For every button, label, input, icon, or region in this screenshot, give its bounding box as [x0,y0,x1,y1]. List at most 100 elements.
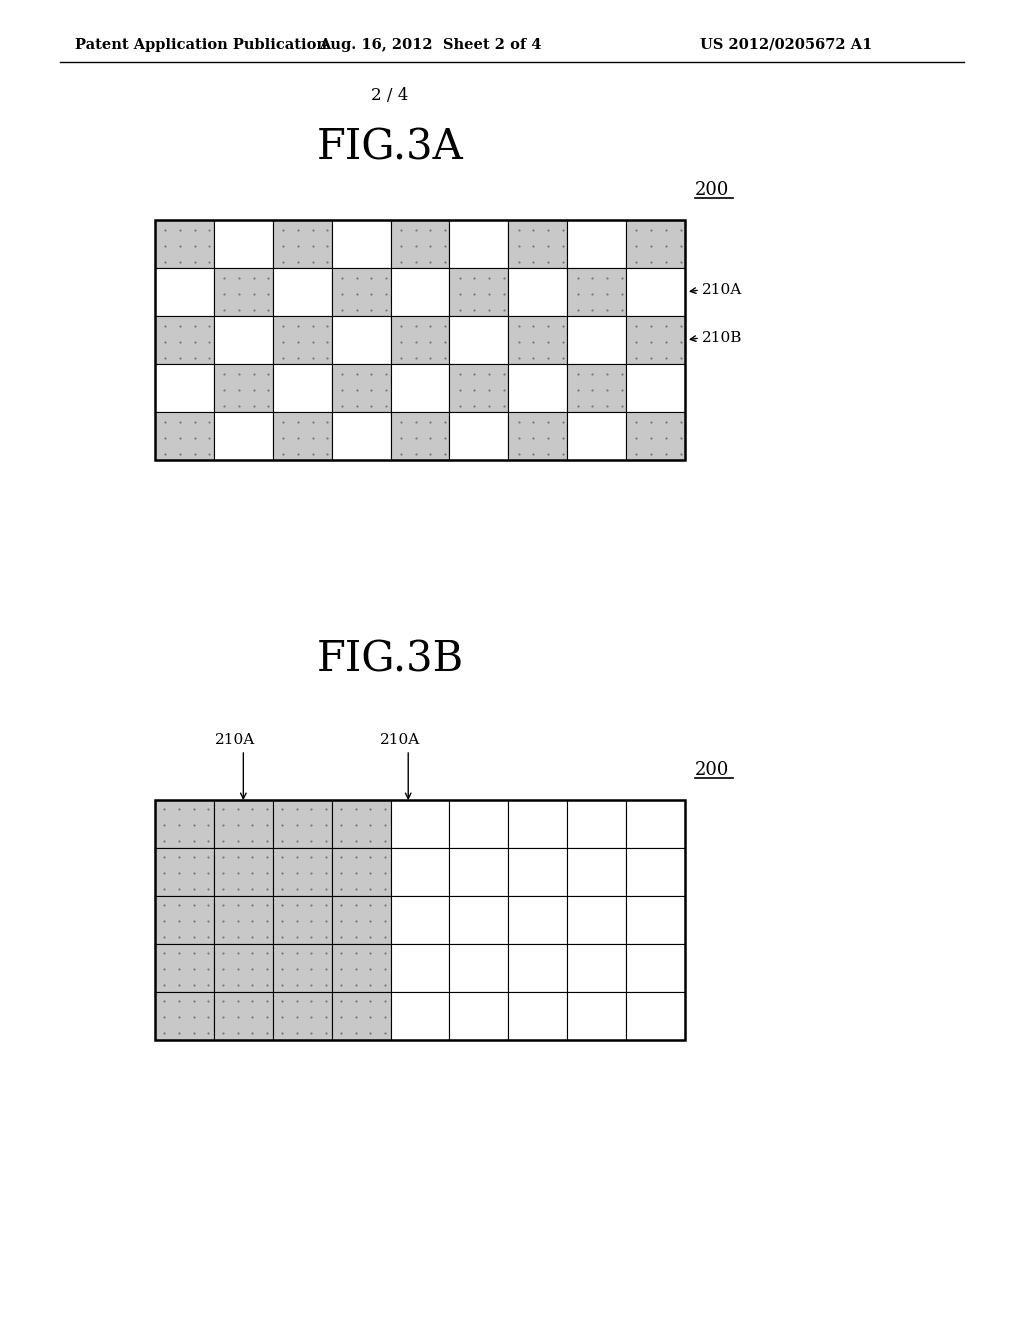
Text: FIG.3A: FIG.3A [316,127,464,169]
Bar [390,993,450,1040]
Text: 210A: 210A [380,733,420,747]
Bar [155,800,214,847]
Bar [567,800,626,847]
Bar [155,220,685,459]
Bar [567,993,626,1040]
Bar [567,315,626,364]
Bar [626,847,685,896]
Bar [626,944,685,993]
Bar [214,412,272,459]
Bar [332,944,390,993]
Bar [626,268,685,315]
Bar [567,364,626,412]
Bar [390,364,450,412]
Bar [155,412,214,459]
Bar [214,896,272,944]
Bar [155,364,214,412]
Bar [450,944,508,993]
Bar [272,993,332,1040]
Bar [626,896,685,944]
Bar [508,993,567,1040]
Text: 200: 200 [695,181,729,199]
Bar [450,847,508,896]
Bar [332,268,390,315]
Bar [332,315,390,364]
Bar [272,800,332,847]
Bar [214,944,272,993]
Bar [450,220,508,268]
Bar [272,944,332,993]
Bar [567,412,626,459]
Bar [390,896,450,944]
Bar [508,800,567,847]
Bar [390,412,450,459]
Bar [214,364,272,412]
Bar [155,315,214,364]
Bar [214,315,272,364]
Bar [508,896,567,944]
Bar [332,847,390,896]
Bar [508,364,567,412]
Bar [450,268,508,315]
Bar [332,412,390,459]
Bar [214,268,272,315]
Bar [626,315,685,364]
Text: 200: 200 [695,762,729,779]
Bar [567,220,626,268]
Bar [332,800,390,847]
Bar [508,944,567,993]
Bar [508,847,567,896]
Bar [272,896,332,944]
Bar [567,896,626,944]
Bar [508,315,567,364]
Text: 210A: 210A [215,733,255,747]
Bar [390,268,450,315]
Bar [272,412,332,459]
Bar [214,800,272,847]
Bar [390,315,450,364]
Bar [332,896,390,944]
Bar [214,220,272,268]
Bar [155,896,214,944]
Bar [626,364,685,412]
Bar [214,993,272,1040]
Bar [332,364,390,412]
Text: FIG.3B: FIG.3B [316,639,464,681]
Text: 210B: 210B [702,331,742,345]
Bar [567,847,626,896]
Text: Aug. 16, 2012  Sheet 2 of 4: Aug. 16, 2012 Sheet 2 of 4 [318,38,542,51]
Bar [508,268,567,315]
Bar [626,993,685,1040]
Bar [567,944,626,993]
Bar [508,220,567,268]
Text: Patent Application Publication: Patent Application Publication [75,38,327,51]
Bar [626,800,685,847]
Bar [567,268,626,315]
Bar [332,993,390,1040]
Bar [450,364,508,412]
Bar [155,847,214,896]
Bar [626,412,685,459]
Bar [450,993,508,1040]
Bar [390,800,450,847]
Bar [450,315,508,364]
Bar [155,220,214,268]
Bar [272,847,332,896]
Bar [272,220,332,268]
Bar [390,847,450,896]
Bar [390,220,450,268]
Text: 210A: 210A [702,282,742,297]
Bar [626,220,685,268]
Bar [450,896,508,944]
Bar [155,993,214,1040]
Bar [272,315,332,364]
Bar [155,800,685,1040]
Bar [390,944,450,993]
Bar [508,412,567,459]
Bar [272,268,332,315]
Bar [450,412,508,459]
Bar [155,944,214,993]
Bar [272,364,332,412]
Text: 2 / 4: 2 / 4 [372,87,409,103]
Text: US 2012/0205672 A1: US 2012/0205672 A1 [700,38,872,51]
